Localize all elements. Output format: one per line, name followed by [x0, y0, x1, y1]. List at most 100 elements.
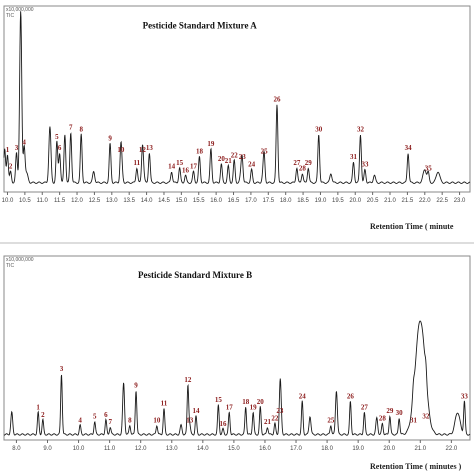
- peak-label: 13: [146, 144, 154, 152]
- peak-label: 32: [422, 413, 430, 421]
- peak-label: 25: [327, 416, 335, 424]
- peak-label: 23: [239, 153, 247, 161]
- peak-label: 29: [386, 407, 394, 415]
- x-tick-label: 17.5: [262, 198, 274, 204]
- peak-label: 16: [220, 420, 228, 428]
- x-tick-label: 13.0: [166, 446, 178, 452]
- x-tick-label: 17.0: [290, 446, 302, 452]
- x-tick-label: 16.0: [259, 446, 271, 452]
- peak-label: 31: [350, 153, 358, 161]
- peak-label: 34: [405, 144, 413, 152]
- peak-label: 26: [273, 96, 281, 104]
- peak-label: 9: [108, 135, 112, 143]
- peak-label: 30: [315, 125, 323, 133]
- panel-divider: [0, 242, 474, 244]
- peak-label: 4: [78, 416, 82, 424]
- x-tick-label: 16.5: [228, 198, 240, 204]
- peak-label: 3: [15, 144, 19, 152]
- x-tick-label: 18.0: [321, 446, 333, 452]
- peak-label: 29: [305, 159, 313, 167]
- x-tick-label: 20.0: [383, 446, 395, 452]
- chromatogram-trace: [3, 11, 471, 184]
- peak-label: 33: [461, 392, 469, 400]
- x-tick-label: 8.0: [12, 446, 21, 452]
- x-tick-label: 9.0: [43, 446, 52, 452]
- x-tick-label: 14.0: [141, 198, 153, 204]
- x-tick-label: 14.0: [197, 446, 209, 452]
- peak-label: 28: [299, 164, 307, 172]
- x-tick-label: 11.0: [37, 198, 49, 204]
- peak-label: 30: [396, 409, 404, 417]
- peak-label: 11: [134, 159, 141, 167]
- peak-label: 19: [250, 403, 258, 411]
- chromatogram-panel-a: x10,000,000 TIC Pesticide Standard Mixture…: [0, 0, 474, 236]
- x-tick-label: 20.5: [367, 198, 379, 204]
- x-tick-label: 19.5: [332, 198, 344, 204]
- chart-title: Pesticide Standard Mixture B: [138, 270, 252, 280]
- peak-label: 33: [361, 161, 369, 169]
- x-tick-label: 13.5: [123, 198, 135, 204]
- x-tick-label: 22.0: [419, 198, 431, 204]
- peak-label: 15: [176, 159, 184, 167]
- peak-label: 27: [361, 403, 369, 411]
- peak-label: 2: [9, 163, 13, 171]
- x-tick-label: 19.0: [315, 198, 327, 204]
- peak-label: 9: [134, 381, 138, 389]
- x-tick-label: 18.5: [297, 198, 309, 204]
- x-tick-label: 15.0: [176, 198, 188, 204]
- peak-label: 26: [347, 392, 355, 400]
- x-tick-label: 22.5: [436, 198, 448, 204]
- peak-label: 17: [190, 163, 198, 171]
- peak-label: 17: [226, 403, 234, 411]
- peak-label: 18: [242, 398, 250, 406]
- peak-label: 1: [36, 403, 40, 411]
- plot-frame: [3, 255, 471, 441]
- peak-label: 21: [225, 157, 233, 165]
- peak-label: 14: [192, 407, 200, 415]
- peak-label: 24: [299, 392, 307, 400]
- peak-label: 21: [264, 418, 272, 426]
- peak-label: 18: [196, 148, 204, 156]
- peak-label: 10: [153, 416, 161, 424]
- x-tick-label: 18.0: [280, 198, 292, 204]
- x-tick-label: 17.0: [245, 198, 257, 204]
- peak-label: 32: [357, 125, 365, 133]
- x-tick-label: 10.0: [2, 198, 14, 204]
- x-tick-label: 20.0: [349, 198, 361, 204]
- chromatogram-trace: [3, 320, 471, 436]
- x-tick-label: 16.0: [210, 198, 222, 204]
- x-tick-label: 12.5: [89, 198, 101, 204]
- peak-label: 22: [231, 151, 239, 159]
- peak-label: 7: [69, 123, 73, 131]
- x-tick-label: 21.5: [402, 198, 414, 204]
- x-tick-label: 15.5: [193, 198, 205, 204]
- y-scale-label: x10,000,000: [6, 257, 34, 263]
- peak-label: 5: [55, 133, 59, 141]
- x-tick-label: 11.5: [54, 198, 66, 204]
- peak-label: 3: [60, 365, 64, 373]
- peak-label: 11: [161, 400, 168, 408]
- peak-label: 8: [79, 125, 83, 133]
- peak-label: 1: [6, 146, 10, 154]
- peak-label: 19: [207, 140, 215, 148]
- peak-label: 8: [128, 416, 132, 424]
- peak-label: 16: [182, 166, 190, 174]
- y-axis-tag: TIC: [6, 13, 14, 19]
- chart-title: Pesticide Standard Mixture A: [143, 20, 258, 30]
- peak-label: 4: [22, 138, 26, 146]
- y-axis-tag: TIC: [6, 263, 14, 269]
- peak-label: 2: [41, 411, 45, 419]
- peak-label: 15: [215, 396, 223, 404]
- peak-label: 6: [58, 144, 62, 152]
- x-tick-label: 21.0: [384, 198, 396, 204]
- x-tick-label: 14.5: [158, 198, 170, 204]
- plot-frame: [3, 5, 471, 193]
- peak-label: 20: [257, 398, 265, 406]
- x-tick-label: 22.0: [446, 446, 458, 452]
- peak-label: 7: [108, 418, 112, 426]
- x-tick-label: 23.0: [454, 198, 466, 204]
- peak-label: 31: [410, 416, 418, 424]
- peak-label: 23: [276, 407, 284, 415]
